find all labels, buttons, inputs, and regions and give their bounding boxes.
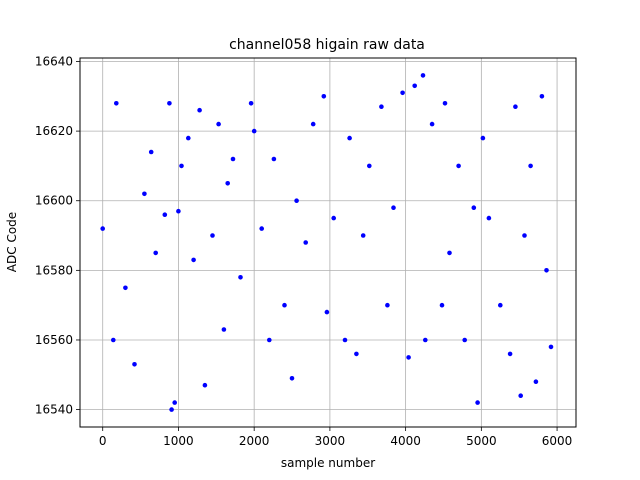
data-point (498, 302, 503, 308)
data-point (354, 351, 359, 357)
data-point (439, 302, 445, 308)
y-axis-label: ADC Code (5, 212, 19, 272)
y-tick-label: 16560 (35, 333, 73, 347)
data-point (202, 382, 208, 388)
data-point (548, 344, 554, 350)
data-point (442, 101, 448, 106)
data-point (100, 226, 105, 231)
data-point (221, 327, 227, 332)
x-tick-label: 4000 (390, 434, 421, 448)
data-points (100, 73, 554, 412)
data-point (518, 393, 523, 399)
data-point (289, 376, 295, 381)
data-point (153, 250, 158, 256)
data-point (111, 337, 116, 343)
x-tick-label: 6000 (542, 434, 573, 448)
x-tick-label: 0 (99, 434, 107, 448)
data-point (251, 128, 257, 134)
data-point (412, 83, 418, 89)
data-point (513, 104, 518, 109)
data-point (114, 101, 119, 106)
data-point (132, 362, 137, 367)
data-point (342, 337, 348, 343)
data-point (238, 275, 243, 280)
data-point (347, 135, 352, 141)
data-point (162, 212, 168, 217)
data-point (179, 163, 184, 169)
y-tick-label: 16580 (35, 263, 73, 277)
data-point (210, 233, 215, 238)
x-tick-label: 3000 (315, 434, 346, 448)
x-axis-ticks: 0 1000 2000 3000 4000 5000 6000 (99, 427, 572, 448)
data-point (267, 337, 272, 343)
data-point (167, 101, 172, 106)
data-point (148, 149, 154, 155)
data-point (225, 181, 230, 186)
data-point (533, 379, 539, 385)
data-point (310, 121, 316, 127)
data-point (186, 135, 191, 141)
data-point (539, 94, 545, 99)
data-point (216, 121, 221, 127)
data-point (420, 73, 426, 78)
data-point (360, 233, 366, 238)
data-point (544, 268, 549, 273)
data-point (123, 285, 128, 291)
x-tick-label: 2000 (239, 434, 270, 448)
data-point (248, 101, 254, 106)
data-point (142, 191, 147, 197)
data-point (230, 156, 236, 162)
data-point (294, 198, 299, 203)
data-point (528, 163, 533, 169)
data-point (321, 94, 327, 99)
y-tick-label: 16540 (35, 403, 73, 417)
data-point (331, 215, 337, 221)
data-point (176, 208, 181, 214)
data-point (423, 337, 428, 343)
data-point (471, 205, 477, 210)
data-point (324, 309, 330, 315)
y-tick-label: 16620 (35, 124, 73, 138)
data-point (282, 302, 287, 308)
data-point (169, 407, 174, 412)
data-point (191, 257, 196, 263)
data-point (379, 104, 384, 109)
x-tick-label: 1000 (163, 434, 194, 448)
data-point (522, 233, 527, 238)
data-point (197, 107, 202, 113)
data-point (259, 226, 265, 231)
data-point (507, 351, 513, 357)
data-point (475, 400, 480, 405)
chart-title: channel058 higain raw data (229, 37, 425, 53)
x-tick-label: 5000 (466, 434, 497, 448)
data-point (367, 163, 372, 169)
data-point (486, 215, 492, 221)
x-axis-label: sample number (281, 456, 375, 470)
data-point (456, 163, 461, 169)
y-axis-ticks: 16540 16560 16580 16600 16620 16640 (35, 54, 80, 417)
data-point (400, 90, 405, 96)
data-point (406, 355, 411, 360)
y-tick-label: 16600 (35, 194, 73, 208)
grid-lines (80, 58, 576, 427)
data-point (429, 121, 435, 127)
data-point (172, 400, 177, 405)
data-point (447, 250, 452, 256)
data-point (303, 240, 309, 245)
data-point (462, 337, 468, 343)
data-point (480, 135, 486, 141)
plot-frame (79, 57, 577, 428)
data-point (271, 156, 277, 162)
data-point (385, 302, 390, 308)
data-point (391, 205, 396, 210)
y-tick-label: 16640 (35, 54, 73, 68)
